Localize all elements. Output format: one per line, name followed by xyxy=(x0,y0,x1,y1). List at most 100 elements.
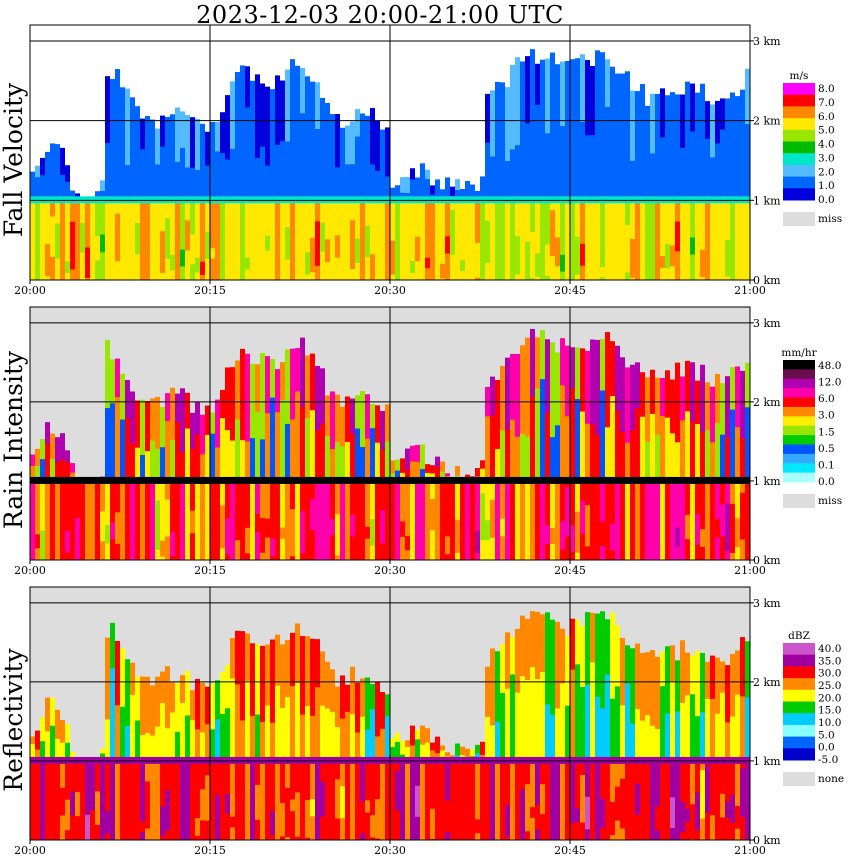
cloud-cell xyxy=(210,433,215,481)
rain-cell xyxy=(185,480,190,560)
legend-swatch xyxy=(783,106,815,119)
cloud-cell xyxy=(315,129,320,201)
rain-cell xyxy=(320,781,325,817)
cloud-cell xyxy=(225,367,230,481)
cloud-cell xyxy=(40,459,45,481)
cloud-cell xyxy=(375,736,380,761)
cloud-cell xyxy=(585,684,590,761)
rain-cell xyxy=(560,480,565,560)
rain-cell xyxy=(350,760,355,840)
rain-cell xyxy=(100,760,105,840)
legend-label: 7.0 xyxy=(818,97,835,109)
cloud-cell xyxy=(135,447,140,481)
cloud-cell xyxy=(290,348,295,481)
rain-cell xyxy=(515,236,520,275)
rain-cell xyxy=(690,237,695,255)
cloud-cell xyxy=(620,357,625,481)
cloud-cell xyxy=(715,713,720,761)
cloud-cell xyxy=(645,105,650,201)
rain-cell xyxy=(455,200,460,280)
rain-cell xyxy=(370,200,375,280)
rain-cell xyxy=(165,218,170,259)
cloud-cell xyxy=(395,459,400,481)
rain-cell xyxy=(625,480,630,560)
legend-unit: dBZ xyxy=(788,630,810,642)
cloud-cell xyxy=(535,388,540,481)
cloud-cell xyxy=(335,394,340,481)
rain-cell xyxy=(540,480,545,560)
rain-cell xyxy=(315,221,320,266)
cloud-cell xyxy=(380,170,385,201)
cloud-cell xyxy=(585,423,590,481)
cloud-cell xyxy=(360,390,365,481)
cloud-cell xyxy=(610,395,615,481)
cloud-cell xyxy=(565,705,570,761)
cloud-cell xyxy=(550,619,555,761)
cloud-cell xyxy=(135,720,140,761)
cloud-cell xyxy=(490,725,495,761)
cloud-cell xyxy=(375,120,380,201)
cloud-cell xyxy=(165,666,170,761)
cloud-cell xyxy=(440,750,445,761)
x-tick-label: 20:15 xyxy=(194,844,226,857)
rain-cell xyxy=(280,760,285,840)
cloud-cell xyxy=(515,436,520,481)
cloud-cell xyxy=(270,722,275,761)
cloud-cell xyxy=(655,130,660,201)
cloud-cell xyxy=(675,94,680,201)
cloud-cell xyxy=(210,683,215,761)
rain-cell xyxy=(215,480,220,560)
cloud-cell xyxy=(35,730,40,761)
cloud-cell xyxy=(55,437,60,481)
cloud-cell xyxy=(740,370,745,481)
cloud-cell xyxy=(670,433,675,481)
y-tick-label: 3 km xyxy=(753,35,781,48)
cloud-cell xyxy=(395,470,400,481)
rain-cell xyxy=(355,238,360,264)
cloud-cell xyxy=(485,416,490,481)
panel-1: 20:00 20:15 20:30 20:45 21:000 km 1 km 2 km 3 k… xyxy=(0,24,842,297)
x-tick-label: 20:30 xyxy=(374,284,406,297)
cloud-cell xyxy=(280,707,285,761)
cloud-cell xyxy=(620,73,625,201)
rain-cell xyxy=(285,480,290,560)
rain-cell xyxy=(270,538,275,557)
rain-cell xyxy=(275,760,280,840)
rain-cell xyxy=(470,760,475,840)
cloud-cell xyxy=(630,90,635,201)
cloud-cell xyxy=(140,454,145,481)
cloud-cell xyxy=(190,412,195,481)
rain-cell xyxy=(460,200,465,280)
cloud-cell xyxy=(325,142,330,201)
cloud-cell xyxy=(695,424,700,481)
cloud-cell xyxy=(180,147,185,201)
cloud-cell xyxy=(455,743,460,761)
rain-cell xyxy=(380,510,385,544)
cloud-cell xyxy=(630,723,635,761)
cloud-cell xyxy=(125,165,130,201)
cloud-cell xyxy=(485,716,490,761)
x-tick-label: 20:00 xyxy=(14,844,46,857)
cloud-cell xyxy=(205,165,210,201)
cloud-cell xyxy=(40,175,45,201)
cloud-cell xyxy=(570,59,575,201)
rain-cell xyxy=(690,760,695,840)
rain-cell xyxy=(475,200,480,280)
cloud-cell xyxy=(675,711,680,761)
cloud-cell xyxy=(245,107,250,201)
cloud-cell xyxy=(65,742,70,761)
rain-cell xyxy=(415,236,420,262)
rain-cell xyxy=(410,480,415,560)
y-tick-label: 2 km xyxy=(753,115,781,128)
cloud-cell xyxy=(285,697,290,761)
cloud-cell xyxy=(255,411,260,481)
legend-miss-label: none xyxy=(818,773,844,785)
cloud-cell xyxy=(70,463,75,481)
cloud-cell xyxy=(710,157,715,201)
rain-cell xyxy=(480,200,485,280)
cloud-cell xyxy=(245,441,250,481)
cloud-cell xyxy=(265,413,270,481)
cloud-cell xyxy=(160,447,165,481)
cloud-cell xyxy=(455,190,460,201)
rain-cell xyxy=(600,798,605,828)
